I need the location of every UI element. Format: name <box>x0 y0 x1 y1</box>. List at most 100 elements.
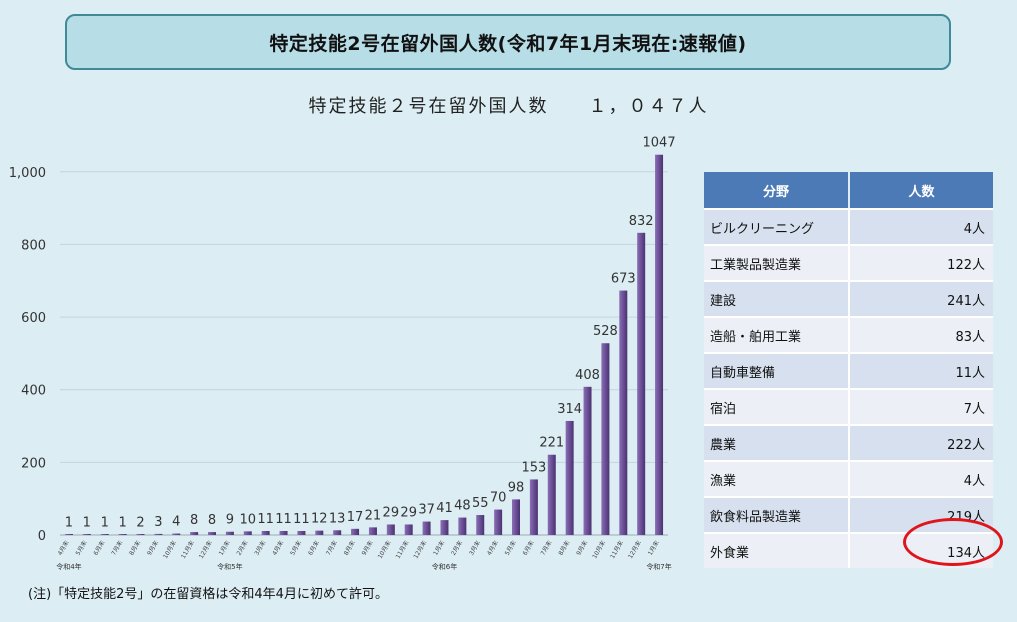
table-cell-count: 4人 <box>850 208 993 244</box>
bar <box>315 530 324 535</box>
table-row: 農業 222人 <box>704 424 993 460</box>
year-label: 令和4年 <box>56 562 81 571</box>
bar <box>601 343 610 535</box>
bar <box>279 531 288 535</box>
table-header-field: 分野 <box>704 172 850 208</box>
bar <box>82 534 91 535</box>
bar <box>494 509 503 535</box>
x-tick-label: 9月末 <box>145 539 160 557</box>
x-tick-label: 12月末 <box>626 539 643 560</box>
table-cell-count: 122人 <box>850 244 993 280</box>
data-label: 10 <box>239 512 256 527</box>
data-label: 11 <box>293 512 310 527</box>
data-label: 12 <box>311 512 328 527</box>
bar <box>243 531 252 535</box>
year-label: 令和5年 <box>217 562 242 571</box>
data-label: 98 <box>508 480 525 495</box>
data-label: 29 <box>400 505 417 520</box>
table-row: 漁業 4人 <box>704 460 993 496</box>
table-cell-field: 工業製品製造業 <box>704 244 850 280</box>
data-label: 1047 <box>643 136 676 151</box>
x-tick-label: 12月末 <box>412 539 429 560</box>
x-tick-label: 10月末 <box>161 539 178 560</box>
x-tick-label: 1月末 <box>431 539 446 557</box>
data-label: 3 <box>154 515 162 530</box>
table-cell-field: ビルクリーニング <box>704 208 850 244</box>
x-tick-label: 3月末 <box>467 539 482 557</box>
data-label: 1 <box>83 516 91 531</box>
x-tick-label: 11月末 <box>394 539 411 560</box>
x-tick-label: 5月末 <box>74 539 89 557</box>
bar <box>440 520 449 535</box>
table-cell-field: 自動車整備 <box>704 352 850 388</box>
bar <box>583 386 592 535</box>
x-tick-label: 8月末 <box>557 539 572 557</box>
bar <box>565 420 574 535</box>
table-row: 工業製品製造業 122人 <box>704 244 993 280</box>
x-tick-label: 11月末 <box>179 539 196 560</box>
data-label: 9 <box>226 513 234 528</box>
table-cell-count: 4人 <box>850 460 993 496</box>
bar <box>476 515 485 535</box>
data-label: 21 <box>365 508 382 523</box>
y-tick-label: 200 <box>21 456 46 471</box>
x-tick-label: 4月末 <box>485 539 500 557</box>
bar <box>404 524 413 535</box>
y-tick-label: 600 <box>21 311 46 326</box>
bar <box>368 527 377 535</box>
y-tick-label: 400 <box>21 384 46 399</box>
data-label: 17 <box>347 510 364 525</box>
data-label: 673 <box>611 272 636 287</box>
table-row: 建設 241人 <box>704 280 993 316</box>
data-label: 55 <box>472 496 489 511</box>
x-tick-label: 1月末 <box>217 539 232 557</box>
title-box: 特定技能2号在留外国人数(令和7年1月末現在:速報値) <box>65 14 951 70</box>
data-label: 408 <box>575 368 600 383</box>
data-label: 8 <box>190 513 198 528</box>
y-tick-label: 800 <box>21 238 46 253</box>
data-label: 11 <box>275 512 292 527</box>
bar <box>637 232 646 535</box>
data-label: 1 <box>65 516 73 531</box>
table-cell-count: 11人 <box>850 352 993 388</box>
table-row: 造船・舶用工業 83人 <box>704 316 993 352</box>
table-cell-count: 222人 <box>850 424 993 460</box>
bar <box>422 521 431 535</box>
data-label: 8 <box>208 513 216 528</box>
table-cell-field: 農業 <box>704 424 850 460</box>
bar <box>118 534 127 535</box>
subtitle-total: １，０４７人 <box>588 96 709 117</box>
x-tick-label: 12月末 <box>197 539 214 560</box>
bar <box>297 531 306 535</box>
x-tick-label: 8月末 <box>342 539 357 557</box>
table-cell-field: 造船・舶用工業 <box>704 316 850 352</box>
data-label: 153 <box>521 460 546 475</box>
table-row: 自動車整備 11人 <box>704 352 993 388</box>
table-cell-field: 漁業 <box>704 460 850 496</box>
bar <box>172 533 181 535</box>
bar <box>64 534 73 535</box>
data-label: 41 <box>436 501 453 516</box>
x-tick-label: 9月末 <box>360 539 375 557</box>
x-tick-label: 7月末 <box>324 539 339 557</box>
table-cell-field: 飲食料品製造業 <box>704 496 850 532</box>
y-tick-label: 0 <box>38 529 46 544</box>
x-tick-label: 5月末 <box>288 539 303 557</box>
data-label: 70 <box>490 491 507 506</box>
bar <box>386 524 395 535</box>
x-tick-label: 1月末 <box>646 539 661 557</box>
x-tick-label: 2月末 <box>449 539 464 557</box>
x-tick-label: 7月末 <box>539 539 554 557</box>
x-tick-label: 6月末 <box>306 539 321 557</box>
data-label: 29 <box>383 505 400 520</box>
data-label: 1 <box>101 516 109 531</box>
table-header-row: 分野 人数 <box>704 172 993 208</box>
data-label: 13 <box>329 511 346 526</box>
x-tick-label: 8月末 <box>127 539 142 557</box>
data-label: 11 <box>257 512 274 527</box>
data-label: 221 <box>539 436 564 451</box>
data-label: 832 <box>629 214 654 229</box>
table-cell-count: 7人 <box>850 388 993 424</box>
table-cell-field: 外食業 <box>704 532 850 568</box>
table-cell-count: 241人 <box>850 280 993 316</box>
